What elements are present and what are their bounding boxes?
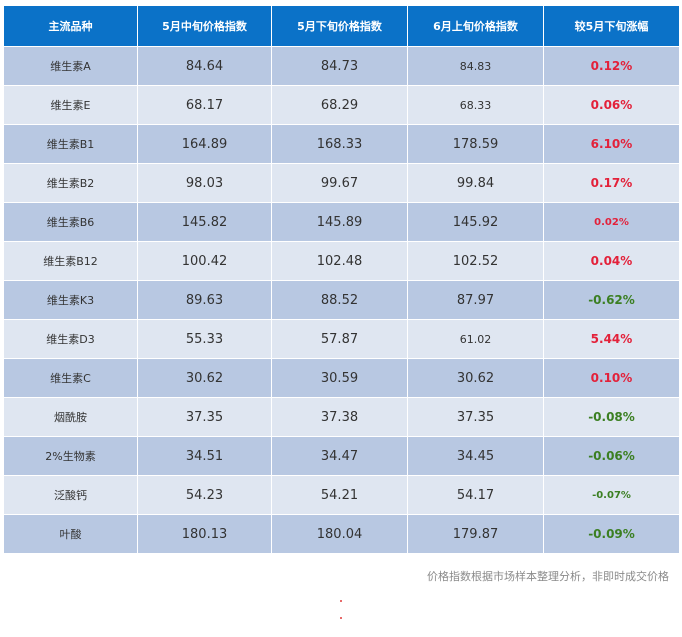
- decorative-dot: [340, 617, 342, 619]
- cell-early-june: 34.45: [407, 436, 544, 476]
- cell-late-may: 57.87: [271, 319, 408, 359]
- cell-name: 维生素B6: [3, 202, 138, 242]
- cell-change: -0.09%: [543, 514, 680, 554]
- cell-late-may: 168.33: [271, 124, 408, 164]
- cell-mid-may: 54.23: [137, 475, 272, 515]
- cell-change: 0.06%: [543, 85, 680, 125]
- cell-change: 0.17%: [543, 163, 680, 203]
- cell-late-may: 145.89: [271, 202, 408, 242]
- table-row: 泛酸钙 54.23 54.21 54.17 -0.07%: [3, 475, 680, 515]
- table-row: 维生素B6 145.82 145.89 145.92 0.02%: [3, 202, 680, 242]
- price-index-table: 主流品种 5月中旬价格指数 5月下旬价格指数 6月上旬价格指数 较5月下旬涨幅 …: [3, 5, 680, 554]
- table-body: 维生素A 84.64 84.73 84.83 0.12% 维生素E 68.17 …: [3, 46, 680, 554]
- header-mid-may: 5月中旬价格指数: [137, 5, 272, 47]
- cell-name: 泛酸钙: [3, 475, 138, 515]
- cell-late-may: 84.73: [271, 46, 408, 86]
- table-row: 维生素B1 164.89 168.33 178.59 6.10%: [3, 124, 680, 164]
- cell-early-june: 99.84: [407, 163, 544, 203]
- cell-early-june: 178.59: [407, 124, 544, 164]
- cell-change: -0.62%: [543, 280, 680, 320]
- table-row: 维生素K3 89.63 88.52 87.97 -0.62%: [3, 280, 680, 320]
- table-row: 维生素B2 98.03 99.67 99.84 0.17%: [3, 163, 680, 203]
- header-early-june: 6月上旬价格指数: [407, 5, 544, 47]
- cell-change: 0.02%: [543, 202, 680, 242]
- cell-change: -0.08%: [543, 397, 680, 437]
- cell-change: 0.10%: [543, 358, 680, 398]
- cell-mid-may: 84.64: [137, 46, 272, 86]
- cell-early-june: 37.35: [407, 397, 544, 437]
- table-row: 维生素A 84.64 84.73 84.83 0.12%: [3, 46, 680, 86]
- cell-late-may: 68.29: [271, 85, 408, 125]
- cell-mid-may: 34.51: [137, 436, 272, 476]
- cell-early-june: 30.62: [407, 358, 544, 398]
- cell-late-may: 54.21: [271, 475, 408, 515]
- table-row: 2%生物素 34.51 34.47 34.45 -0.06%: [3, 436, 680, 476]
- cell-late-may: 30.59: [271, 358, 408, 398]
- cell-change: -0.07%: [543, 475, 680, 515]
- cell-mid-may: 100.42: [137, 241, 272, 281]
- table-row: 维生素D3 55.33 57.87 61.02 5.44%: [3, 319, 680, 359]
- cell-late-may: 180.04: [271, 514, 408, 554]
- cell-mid-may: 164.89: [137, 124, 272, 164]
- cell-change: 0.04%: [543, 241, 680, 281]
- header-change: 较5月下旬涨幅: [543, 5, 680, 47]
- cell-mid-may: 89.63: [137, 280, 272, 320]
- cell-name: 叶酸: [3, 514, 138, 554]
- footnote: 价格指数根据市场样本整理分析，非即时成交价格: [427, 570, 669, 583]
- cell-mid-may: 180.13: [137, 514, 272, 554]
- cell-name: 维生素C: [3, 358, 138, 398]
- cell-name: 维生素E: [3, 85, 138, 125]
- cell-early-june: 179.87: [407, 514, 544, 554]
- cell-early-june: 87.97: [407, 280, 544, 320]
- cell-early-june: 84.83: [407, 46, 544, 86]
- table-row: 维生素C 30.62 30.59 30.62 0.10%: [3, 358, 680, 398]
- cell-late-may: 34.47: [271, 436, 408, 476]
- decorative-dot: [340, 600, 342, 602]
- header-product: 主流品种: [3, 5, 138, 47]
- table-header: 主流品种 5月中旬价格指数 5月下旬价格指数 6月上旬价格指数 较5月下旬涨幅: [3, 5, 680, 47]
- cell-change: 0.12%: [543, 46, 680, 86]
- cell-name: 维生素A: [3, 46, 138, 86]
- cell-name: 2%生物素: [3, 436, 138, 476]
- cell-late-may: 102.48: [271, 241, 408, 281]
- cell-mid-may: 98.03: [137, 163, 272, 203]
- cell-late-may: 37.38: [271, 397, 408, 437]
- cell-name: 维生素B1: [3, 124, 138, 164]
- table-row: 维生素E 68.17 68.29 68.33 0.06%: [3, 85, 680, 125]
- table-row: 维生素B12 100.42 102.48 102.52 0.04%: [3, 241, 680, 281]
- cell-name: 维生素D3: [3, 319, 138, 359]
- cell-late-may: 88.52: [271, 280, 408, 320]
- cell-early-june: 102.52: [407, 241, 544, 281]
- cell-name: 烟酰胺: [3, 397, 138, 437]
- table-row: 烟酰胺 37.35 37.38 37.35 -0.08%: [3, 397, 680, 437]
- cell-early-june: 68.33: [407, 85, 544, 125]
- cell-name: 维生素K3: [3, 280, 138, 320]
- cell-change: 5.44%: [543, 319, 680, 359]
- cell-name: 维生素B2: [3, 163, 138, 203]
- cell-mid-may: 37.35: [137, 397, 272, 437]
- table-row: 叶酸 180.13 180.04 179.87 -0.09%: [3, 514, 680, 554]
- cell-change: -0.06%: [543, 436, 680, 476]
- cell-late-may: 99.67: [271, 163, 408, 203]
- header-late-may: 5月下旬价格指数: [271, 5, 408, 47]
- cell-early-june: 61.02: [407, 319, 544, 359]
- cell-name: 维生素B12: [3, 241, 138, 281]
- cell-mid-may: 145.82: [137, 202, 272, 242]
- cell-mid-may: 55.33: [137, 319, 272, 359]
- cell-mid-may: 68.17: [137, 85, 272, 125]
- cell-mid-may: 30.62: [137, 358, 272, 398]
- cell-early-june: 54.17: [407, 475, 544, 515]
- header-row: 主流品种 5月中旬价格指数 5月下旬价格指数 6月上旬价格指数 较5月下旬涨幅: [3, 5, 680, 47]
- cell-early-june: 145.92: [407, 202, 544, 242]
- cell-change: 6.10%: [543, 124, 680, 164]
